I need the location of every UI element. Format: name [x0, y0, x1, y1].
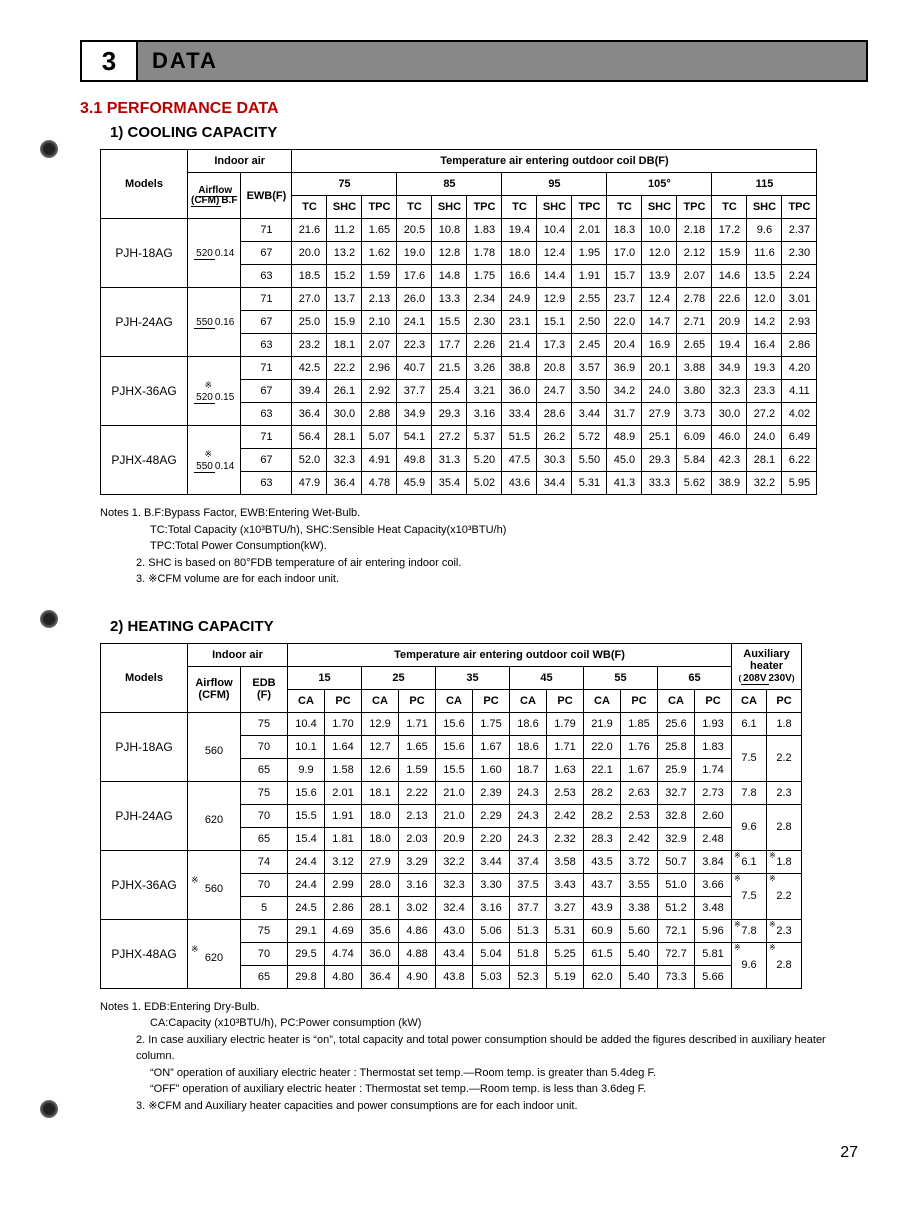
heading-performance-data: 3.1 PERFORMANCE DATA	[80, 100, 868, 118]
cooling-capacity-table: ModelsIndoor airTemperature air entering…	[100, 149, 817, 495]
note-line: Notes 1. B.F:Bypass Factor, EWB:Entering…	[100, 505, 848, 522]
note-line: Notes 1. EDB:Entering Dry-Bulb.	[100, 999, 848, 1016]
note-line: 3. ※CFM volume are for each indoor unit.	[100, 571, 848, 588]
note-line: “ON” operation of auxiliary electric hea…	[100, 1065, 848, 1082]
section-header: 3 DATA	[80, 40, 868, 82]
heading-heating-capacity: 2) HEATING CAPACITY	[110, 618, 868, 635]
heading-cooling-capacity: 1) COOLING CAPACITY	[110, 124, 868, 141]
note-line: TPC:Total Power Consumption(kW).	[100, 538, 848, 555]
note-line: TC:Total Capacity (x10³BTU/h), SHC:Sensi…	[100, 522, 848, 539]
cooling-notes: Notes 1. B.F:Bypass Factor, EWB:Entering…	[100, 505, 848, 588]
note-line: 3. ※CFM and Auxiliary heater capacities …	[100, 1098, 848, 1115]
heating-capacity-table: ModelsIndoor airTemperature air entering…	[100, 643, 802, 989]
binder-hole	[40, 140, 58, 158]
note-line: 2. SHC is based on 80°FDB temperature of…	[100, 555, 848, 572]
binder-hole	[40, 610, 58, 628]
note-line: 2. In case auxiliary electric heater is …	[100, 1032, 848, 1065]
note-line: CA:Capacity (x10³BTU/h), PC:Power consum…	[100, 1015, 848, 1032]
section-number: 3	[80, 40, 138, 82]
note-line: “OFF” operation of auxiliary electric he…	[100, 1081, 848, 1098]
heating-notes: Notes 1. EDB:Entering Dry-Bulb. CA:Capac…	[100, 999, 848, 1115]
binder-hole	[40, 1100, 58, 1118]
section-title: DATA	[138, 40, 868, 82]
page-number: 27	[80, 1144, 868, 1162]
